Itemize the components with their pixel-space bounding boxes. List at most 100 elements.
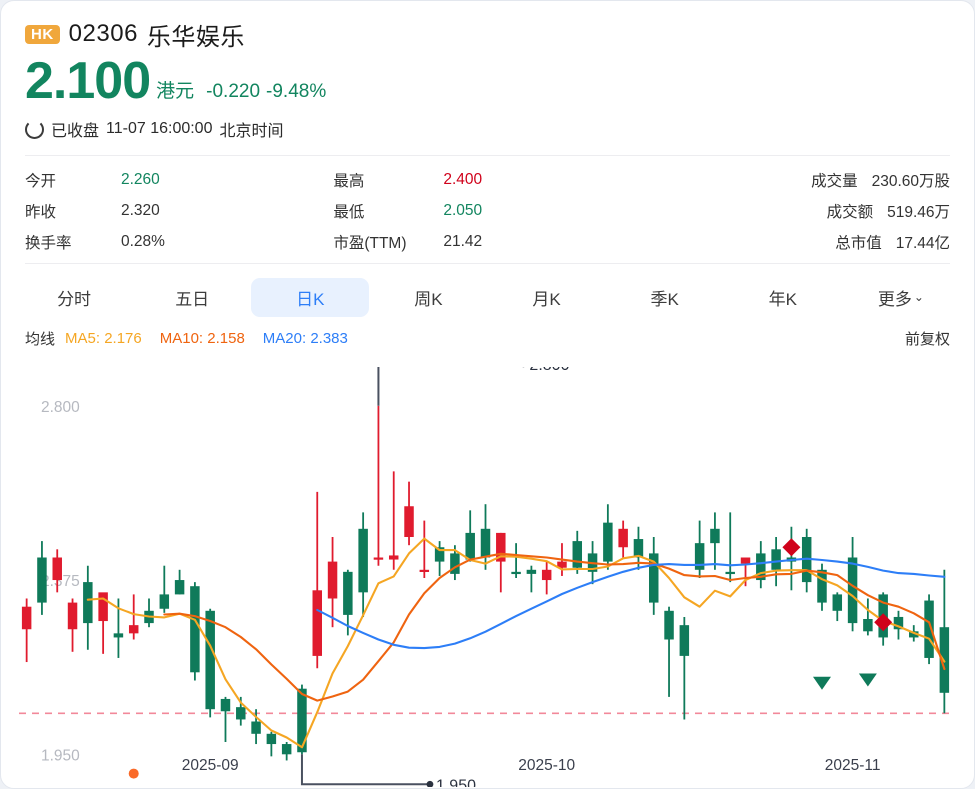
candle: [786, 526, 797, 591]
candle: [144, 598, 154, 628]
stock-name: 乐华娱乐: [146, 23, 245, 51]
candle: [480, 504, 491, 570]
stats-column-3: 成交量 230.60万股 成交额 519.46万 总市值 17.44亿: [642, 164, 950, 257]
svg-text:2.800: 2.800: [529, 367, 569, 374]
candle: [725, 512, 735, 583]
stat-value: 2.260: [121, 170, 160, 188]
candle: [52, 549, 62, 593]
candle: [327, 537, 338, 628]
stat-row: 最高 2.400: [333, 164, 641, 195]
adjust-mode-toggle[interactable]: 前复权: [904, 330, 950, 348]
candle: [756, 541, 766, 589]
stat-label: 最高: [333, 172, 365, 190]
marker-triangle-down: [812, 676, 831, 690]
stat-row: 今开 2.260: [25, 164, 333, 195]
candle: [832, 592, 843, 622]
ma-line-ma5: [86, 537, 946, 749]
candle: [128, 594, 139, 640]
candle: [847, 537, 858, 632]
quote-stats-table: 今开 2.260 昨收 2.320 换手率 0.28% 最高 2.400 最低 …: [25, 155, 950, 264]
stat-label: 今开: [25, 172, 57, 190]
tab-fenshi[interactable]: 分时: [57, 289, 92, 309]
candle: [388, 471, 399, 570]
ma-legend-label: 均线: [25, 330, 56, 348]
candle: [98, 592, 108, 654]
stat-label: 市盈(TTM): [333, 234, 407, 252]
stat-row: 昨收 2.320: [25, 195, 333, 226]
candle: [694, 520, 705, 578]
candle: [664, 606, 674, 697]
stat-label: 成交额: [826, 203, 874, 221]
x-axis-tick-label: 2025-09: [181, 757, 239, 774]
price-change: -0.220: [206, 81, 261, 102]
candle: [358, 512, 368, 617]
quote-timezone: 北京时间: [219, 123, 284, 140]
marker-triangle-down: [858, 673, 877, 687]
tab-week-k[interactable]: 周K: [414, 289, 443, 309]
stat-value: 2.320: [121, 201, 160, 219]
title-row: HK 02306 乐华娱乐: [25, 19, 950, 51]
candle: [817, 563, 827, 611]
candle: [465, 510, 475, 562]
candle: [572, 530, 583, 574]
stat-label: 换手率: [25, 234, 72, 252]
price-change-pct: -9.48%: [266, 81, 327, 102]
stat-value: 230.60万股: [871, 172, 950, 190]
candlestick-chart[interactable]: 2.800 2.375 1.950 2.800 1.950: [15, 367, 962, 787]
stat-value: 2.400: [443, 170, 483, 188]
y-axis-tick-label: 2.800: [41, 399, 80, 416]
candle: [893, 610, 904, 640]
candle: [419, 520, 430, 578]
tab-quarter-k[interactable]: 季K: [650, 289, 679, 309]
candle: [205, 608, 215, 718]
candle: [924, 594, 934, 665]
candle: [297, 684, 307, 755]
stat-label: 昨收: [25, 203, 57, 221]
marker-dot: [128, 768, 139, 779]
candle: [801, 528, 812, 593]
stats-column-2: 最高 2.400 最低 2.050 市盈(TTM) 21.42: [333, 164, 641, 257]
y-axis-tick-label: 1.950: [41, 747, 80, 764]
candle: [174, 569, 185, 595]
tab-day-k[interactable]: 日K: [251, 277, 370, 317]
stat-row: 成交量 230.60万股: [811, 164, 950, 195]
candle: [190, 582, 200, 681]
marker-diamond: [874, 613, 893, 632]
candlestick-chart-svg: 2.800 2.375 1.950 2.800 1.950: [19, 367, 952, 787]
chart-x-axis: 2025-09 2025-10 2025-11: [15, 753, 962, 783]
candle: [343, 569, 353, 636]
refresh-circle-icon[interactable]: [25, 119, 44, 139]
candle: [251, 709, 261, 745]
candle: [434, 541, 445, 576]
candle: [37, 541, 47, 615]
stock-code: 02306: [68, 20, 138, 47]
tab-five-day[interactable]: 五日: [175, 289, 210, 309]
stat-row: 最低 2.050: [333, 195, 641, 226]
x-axis-tick-label: 2025-11: [824, 757, 881, 774]
candle: [373, 405, 384, 566]
quote-timestamp: 11-07 16:00:00: [106, 120, 213, 137]
tab-month-k[interactable]: 月K: [532, 289, 561, 309]
tab-year-k[interactable]: 年K: [768, 289, 797, 309]
stat-row: 市盈(TTM) 21.42: [333, 226, 641, 257]
candle: [312, 491, 322, 669]
y-axis-tick-label: 2.375: [41, 573, 80, 590]
stat-value: 519.46万: [887, 203, 950, 221]
candle: [541, 561, 552, 595]
candle: [863, 598, 873, 636]
stat-row: 总市值 17.44亿: [835, 226, 950, 257]
tab-more[interactable]: 更多 ⌄: [842, 278, 960, 317]
candle: [266, 731, 277, 757]
candle: [649, 537, 659, 615]
candle: [281, 742, 292, 761]
candle: [603, 504, 613, 570]
price-row: 2.100 港元 -0.220 -9.48%: [25, 55, 950, 107]
stat-value: 0.28%: [121, 232, 165, 250]
candle: [220, 696, 231, 742]
candle: [679, 616, 690, 720]
stat-label: 最低: [333, 203, 365, 221]
x-axis-tick-label: 2025-10: [518, 757, 576, 774]
low-price-callout: 1.950: [300, 754, 476, 787]
candle: [939, 569, 950, 714]
